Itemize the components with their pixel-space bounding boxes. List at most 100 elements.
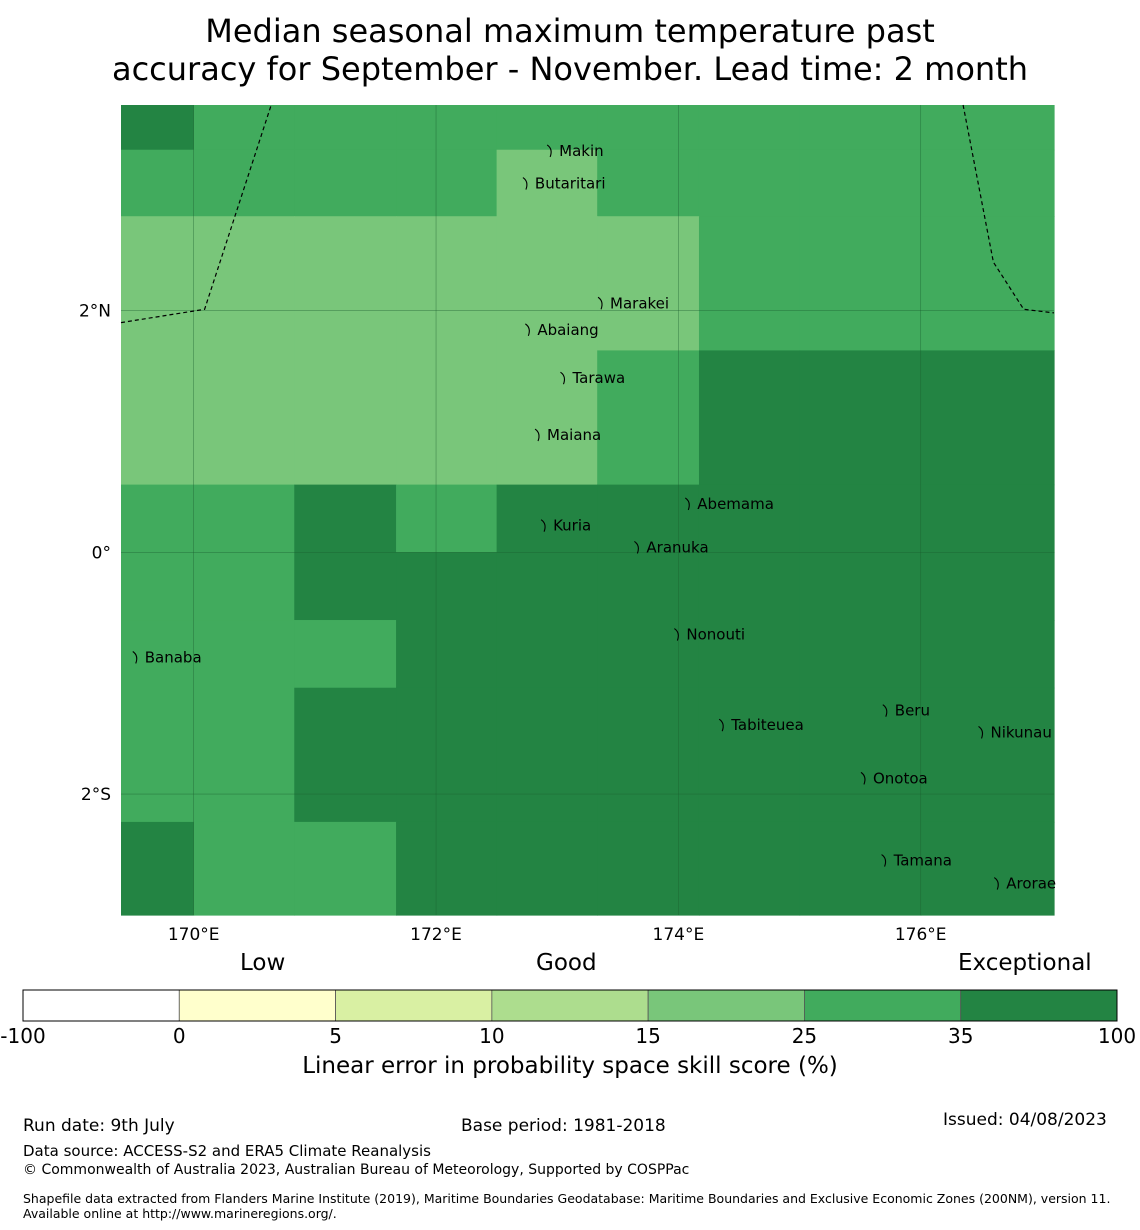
skill-cell	[698, 484, 801, 553]
title-line-1: Median seasonal maximum temperature past	[205, 12, 935, 50]
skill-cell	[121, 552, 195, 621]
skill-cell	[799, 821, 922, 916]
skill-cell	[294, 149, 397, 217]
category-exceptional: Exceptional	[958, 950, 1092, 976]
island-label: Marakei	[610, 294, 669, 312]
skill-cell	[121, 821, 195, 916]
skill-cell	[920, 149, 1055, 217]
skill-cell	[496, 216, 598, 352]
island-label: Maiana	[547, 426, 601, 444]
skill-cell	[121, 216, 195, 352]
lon-tick-label: 176°E	[895, 925, 947, 945]
skill-cell	[121, 149, 195, 217]
skill-cell	[920, 216, 1055, 352]
skill-cell	[496, 105, 598, 151]
skill-cell	[396, 105, 498, 151]
island-outline	[882, 704, 888, 717]
island-outline	[522, 177, 528, 190]
island-label: Aranuka	[646, 538, 708, 556]
skill-cell	[396, 149, 498, 217]
skill-cell	[193, 620, 295, 689]
skill-cell	[121, 484, 195, 553]
skill-cell	[193, 484, 295, 553]
island-label: Arorae	[1006, 875, 1056, 893]
skill-cell	[121, 350, 195, 486]
skill-cell	[597, 350, 700, 486]
shapefile-credit: Shapefile data extracted from Flanders M…	[23, 1191, 1111, 1221]
colorbar-tick-label: 15	[635, 1024, 661, 1048]
island-label: Tamana	[893, 852, 952, 870]
data-source: Data source: ACCESS-S2 and ERA5 Climate …	[23, 1142, 431, 1160]
skill-cell	[920, 350, 1055, 486]
skill-cell	[698, 620, 801, 689]
skill-cell	[698, 216, 801, 352]
skill-cell	[193, 149, 295, 217]
skill-cell	[698, 105, 801, 151]
skill-cell	[294, 105, 397, 151]
skill-cell	[799, 350, 922, 486]
skill-cell	[396, 687, 498, 823]
island-outline	[860, 771, 866, 785]
lon-tick-label: 170°E	[168, 925, 220, 945]
skill-cell	[799, 687, 922, 823]
category-low: Low	[240, 950, 286, 976]
skill-cell	[597, 552, 700, 621]
skill-cell	[294, 552, 397, 621]
island-outline	[132, 651, 138, 664]
skill-cell	[597, 149, 700, 217]
skill-cell	[193, 687, 295, 823]
run-date: Run date: 9th July	[23, 1116, 175, 1136]
island-outline	[560, 371, 566, 385]
colorbar-bin	[335, 989, 493, 1022]
lat-tick-label: 2°N	[79, 302, 111, 322]
island-label: Beru	[895, 702, 930, 720]
colorbar-bin	[804, 989, 962, 1022]
skill-cell	[496, 552, 598, 621]
skill-cell	[597, 821, 700, 916]
colorbar-tick-label: 25	[791, 1024, 818, 1048]
lon-tick-label: 174°E	[653, 925, 705, 945]
skill-cell	[698, 149, 801, 217]
colorbar-bin	[491, 989, 649, 1022]
island-label: Nikunau	[991, 723, 1052, 741]
lon-tick-label: 172°E	[410, 925, 462, 945]
island-label: Banaba	[145, 648, 202, 666]
skill-cell	[396, 350, 498, 486]
lat-tick-label: 0°	[92, 543, 111, 563]
skill-cell	[496, 620, 598, 689]
island-outline	[540, 519, 546, 532]
skill-cell	[799, 149, 922, 217]
skill-cell	[920, 620, 1055, 689]
skill-cell	[193, 105, 295, 151]
title-line-2: accuracy for September - November. Lead …	[111, 50, 1029, 88]
skill-cell	[496, 821, 598, 916]
island-label: Abemama	[697, 495, 774, 513]
island-outline	[993, 877, 999, 890]
skill-cell	[294, 216, 397, 352]
island-outline	[978, 725, 984, 739]
island-outline	[534, 428, 540, 442]
issued-date: Issued: 04/08/2023	[943, 1110, 1107, 1130]
skill-cell	[496, 149, 598, 217]
island-outline	[674, 628, 679, 641]
skill-cell	[799, 216, 922, 352]
skill-cell	[193, 350, 295, 486]
chart-title: Median seasonal maximum temperature past…	[0, 12, 1140, 88]
skill-cell	[698, 350, 801, 486]
skill-cell	[294, 687, 397, 823]
skill-cell	[920, 821, 1055, 916]
skill-cell	[193, 821, 295, 916]
skill-cell	[121, 105, 195, 151]
island-label: Tabiteuea	[730, 716, 804, 734]
island-outline	[525, 323, 530, 337]
island-outline	[597, 296, 603, 310]
island-label: Kuria	[553, 517, 591, 535]
island-outline	[881, 854, 887, 867]
skill-cell	[193, 216, 295, 352]
colorbar-title: Linear error in probability space skill …	[302, 1053, 838, 1079]
island-label: Nonouti	[686, 626, 745, 644]
colorbar-bin	[178, 989, 336, 1022]
skill-cell	[597, 216, 700, 352]
skill-cell	[698, 552, 801, 621]
island-outline	[546, 144, 552, 158]
